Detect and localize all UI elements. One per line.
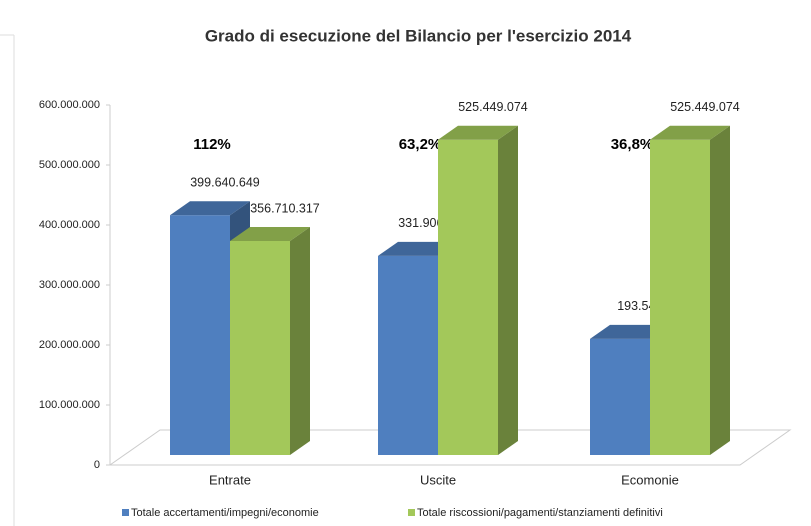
data-label: 399.640.649 [190,176,260,190]
data-label: 525.449.074 [670,100,740,114]
data-label: 356.710.317 [250,201,320,215]
bar-front [378,255,438,455]
bar-top [438,125,518,140]
y-tick-label: 0 [94,459,100,471]
bar [230,226,310,455]
y-tick-label: 200.000.000 [39,339,100,351]
bar-front [230,240,290,455]
y-tick-label: 300.000.000 [39,279,100,291]
bar-front [590,338,650,455]
legend-label: Totale accertamenti/impegni/economie [131,507,319,519]
bar-top [170,201,250,216]
legend-swatch [408,509,415,516]
annotation: 36,8% [611,136,654,153]
legend-label: Totale riscossioni/pagamenti/stanziament… [417,507,663,519]
bar-side [290,226,310,455]
bar-top [650,125,730,140]
bar-front [170,215,230,455]
y-tick-label: 600.000.000 [39,99,100,111]
bar [438,125,518,455]
bar [650,125,730,455]
bar-side [498,125,518,455]
legend-swatch [122,509,129,516]
bar-top [230,226,310,241]
x-tick-label: Entrate [209,472,251,487]
annotation: 112% [193,136,231,153]
y-tick-label: 400.000.000 [39,219,100,231]
y-tick-label: 500.000.000 [39,159,100,171]
chart-title: Grado di esecuzione del Bilancio per l'e… [205,26,632,45]
x-tick-label: Uscite [420,472,456,487]
bar-front [650,139,710,455]
annotation: 63,2% [399,136,442,153]
bar-front [438,139,498,455]
data-label: 525.449.074 [458,100,528,114]
bar-side [710,125,730,455]
y-tick-label: 100.000.000 [39,399,100,411]
x-tick-label: Ecomonie [621,472,679,487]
